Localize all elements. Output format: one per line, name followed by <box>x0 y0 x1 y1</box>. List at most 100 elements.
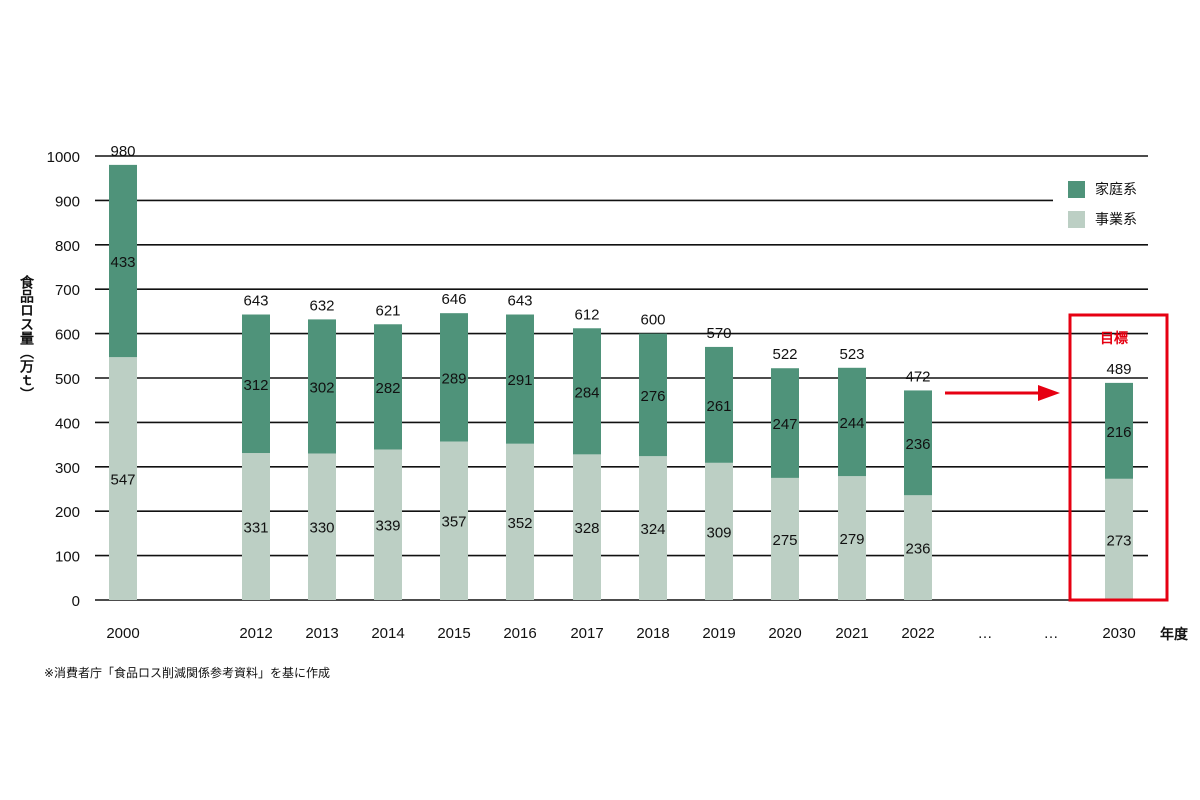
bar-household <box>771 368 799 478</box>
legend: 家庭系 事業系 <box>1068 174 1137 234</box>
legend-swatch-business <box>1068 210 1085 228</box>
data-label-total: 621 <box>375 302 400 319</box>
data-label-household: 302 <box>309 379 334 396</box>
bar-business <box>242 453 270 600</box>
data-label-total: 570 <box>706 325 731 342</box>
bar-business <box>771 477 799 600</box>
data-label-total: 472 <box>905 368 930 385</box>
x-tick-label: 2018 <box>636 625 669 642</box>
data-label-household: 284 <box>574 384 599 401</box>
bar-household <box>109 164 137 358</box>
bar-household <box>242 314 270 454</box>
data-label-total: 522 <box>772 346 797 363</box>
y-tick-label: 900 <box>55 193 80 210</box>
y-tick-label: 300 <box>55 460 80 477</box>
x-tick-label: 2014 <box>371 625 404 642</box>
y-tick-label: 500 <box>55 371 80 388</box>
x-tick-label: 2030 <box>1102 625 1135 642</box>
data-label-business: 331 <box>243 520 268 537</box>
bar-business <box>573 454 601 600</box>
y-tick-label: 100 <box>55 549 80 566</box>
bar-business <box>639 456 667 600</box>
bar-business <box>506 443 534 600</box>
data-label-business: 547 <box>110 472 135 489</box>
bar-household <box>639 333 667 457</box>
y-tick-label: 600 <box>55 327 80 344</box>
arrow-head-icon <box>1038 385 1060 401</box>
data-label-business: 279 <box>839 531 864 548</box>
x-axis-label: 年度 <box>1160 627 1188 643</box>
data-label-total: 646 <box>441 291 466 308</box>
bar-household <box>705 346 733 463</box>
legend-label-household: 家庭系 <box>1095 182 1137 198</box>
y-tick-label: 700 <box>55 282 80 299</box>
y-tick-label: 800 <box>55 238 80 255</box>
data-label-total: 643 <box>507 293 532 310</box>
bar-household <box>440 313 468 442</box>
x-tick-label: 2000 <box>106 625 139 642</box>
data-label-household: 216 <box>1106 424 1131 441</box>
x-tick-label: 2015 <box>437 625 470 642</box>
y-axis-label: 食品ロス量（万ｔ） <box>18 275 34 401</box>
data-label-total: 980 <box>110 143 135 160</box>
data-label-total: 489 <box>1106 361 1131 378</box>
bar-household <box>1105 382 1133 479</box>
data-label-total: 600 <box>640 312 665 329</box>
y-tick-label: 0 <box>72 593 80 610</box>
data-label-household: 261 <box>706 398 731 415</box>
y-tick-label: 1000 <box>47 149 80 166</box>
bar-business <box>440 441 468 600</box>
data-label-household: 244 <box>839 415 864 432</box>
x-tick-label: 2021 <box>835 625 868 642</box>
target-highlight-box <box>1068 313 1169 602</box>
data-label-business: 275 <box>772 532 797 549</box>
target-label: 目標 <box>1100 331 1128 347</box>
x-tick-label: 2013 <box>305 625 338 642</box>
data-label-household: 433 <box>110 254 135 271</box>
y-tick-label: 200 <box>55 504 80 521</box>
data-label-business: 309 <box>706 524 731 541</box>
bar-household <box>904 390 932 496</box>
data-label-total: 523 <box>839 346 864 363</box>
data-label-household: 291 <box>507 372 532 389</box>
data-label-business: 330 <box>309 520 334 537</box>
bar-household <box>506 314 534 444</box>
bar-business <box>838 476 866 600</box>
data-label-business: 357 <box>441 514 466 531</box>
data-label-business: 339 <box>375 518 400 535</box>
x-tick-label: … <box>1044 625 1059 642</box>
bar-household <box>573 328 601 455</box>
bar-business <box>308 453 336 600</box>
legend-label-business: 事業系 <box>1095 212 1137 228</box>
legend-item-business: 事業系 <box>1068 204 1137 234</box>
x-tick-label: … <box>978 625 993 642</box>
data-label-household: 236 <box>905 436 930 453</box>
bar-business <box>109 357 137 600</box>
data-label-household: 276 <box>640 388 665 405</box>
data-label-business: 352 <box>507 515 532 532</box>
bar-business <box>1105 478 1133 600</box>
x-tick-label: 2017 <box>570 625 603 642</box>
data-label-business: 328 <box>574 520 599 537</box>
bar-business <box>705 462 733 600</box>
bar-household <box>374 324 402 450</box>
data-label-household: 282 <box>375 380 400 397</box>
data-label-business: 324 <box>640 521 665 538</box>
bar-business <box>374 449 402 600</box>
x-tick-label: 2020 <box>768 625 801 642</box>
data-label-total: 632 <box>309 297 334 314</box>
data-label-household: 312 <box>243 377 268 394</box>
bar-household <box>308 319 336 454</box>
data-label-household: 247 <box>772 416 797 433</box>
legend-swatch-household <box>1068 180 1085 198</box>
legend-item-household: 家庭系 <box>1068 174 1137 204</box>
data-label-total: 643 <box>243 293 268 310</box>
data-label-business: 236 <box>905 541 930 558</box>
source-note: ※消費者庁「食品ロス削減関係参考資料」を基に作成 <box>44 666 331 680</box>
bar-household <box>838 367 866 477</box>
y-tick-label: 400 <box>55 415 80 432</box>
data-label-total: 612 <box>574 306 599 323</box>
x-tick-label: 2012 <box>239 625 272 642</box>
bar-business <box>904 495 932 600</box>
